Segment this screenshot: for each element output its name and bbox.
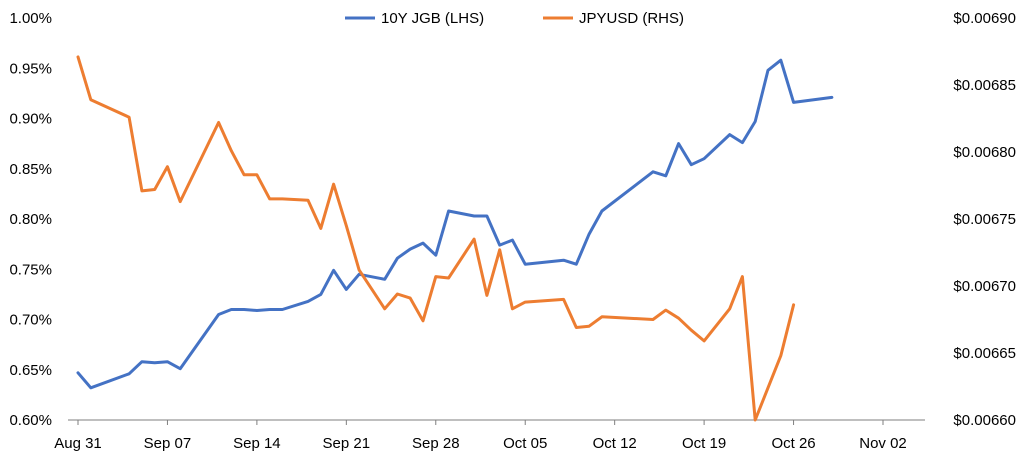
x-axis-tick-label: Sep 14: [233, 435, 281, 452]
x-axis-tick-label: Sep 07: [144, 435, 192, 452]
left-axis-tick-label: 0.95%: [9, 60, 52, 77]
series-line-jpyusd: [76, 55, 796, 422]
left-axis-tick-label: 1.00%: [9, 10, 52, 27]
left-axis-tick-label: 0.75%: [9, 261, 52, 278]
right-axis-tick-label: $0.00680: [953, 144, 1016, 161]
left-axis-tick-label: 0.70%: [9, 312, 52, 329]
right-axis-tick-label: $0.00670: [953, 278, 1016, 295]
x-axis-tick-label: Oct 26: [771, 435, 815, 452]
legend: 10Y JGB (LHS) JPYUSD (RHS): [345, 10, 684, 27]
x-axis-tick-label: Oct 05: [503, 435, 547, 452]
left-axis-tick-label: 0.65%: [9, 362, 52, 379]
x-axis-tick-label: Nov 02: [859, 435, 907, 452]
x-axis-tick-label: Sep 21: [323, 435, 371, 452]
series-line-jgb: [76, 58, 834, 390]
right-axis-tick-label: $0.00665: [953, 345, 1016, 362]
legend-label-jgb: 10Y JGB (LHS): [381, 10, 484, 27]
right-axis-tick-label: $0.00660: [953, 412, 1016, 429]
right-axis-tick-label: $0.00690: [953, 10, 1016, 27]
x-axis-tick-label: Aug 31: [54, 435, 102, 452]
right-axis-tick-label: $0.00685: [953, 77, 1016, 94]
left-axis-tick-label: 0.60%: [9, 412, 52, 429]
right-axis-tick-labels: $0.00660 $0.00665 $0.00670 $0.00675 $0.00680…: [953, 10, 1016, 429]
left-axis-tick-label: 0.85%: [9, 161, 52, 178]
x-axis-tick-label: Sep 28: [412, 435, 460, 452]
left-axis-tick-labels: 0.60% 0.65% 0.70% 0.75% 0.80% 0.85% 0.90% 0.95%…: [9, 10, 52, 429]
x-axis-tick-label: Oct 19: [682, 435, 726, 452]
right-axis-tick-label: $0.00675: [953, 211, 1016, 228]
x-axis: Aug 31 Sep 07 Sep 14 Sep 21 Sep 28 Oct 05 Oct …: [54, 419, 925, 452]
left-axis-tick-label: 0.90%: [9, 111, 52, 128]
x-axis-tick-label: Oct 12: [593, 435, 637, 452]
left-axis-tick-label: 0.80%: [9, 211, 52, 228]
series-lines: [76, 55, 834, 422]
legend-label-jpyusd: JPYUSD (RHS): [579, 10, 684, 27]
